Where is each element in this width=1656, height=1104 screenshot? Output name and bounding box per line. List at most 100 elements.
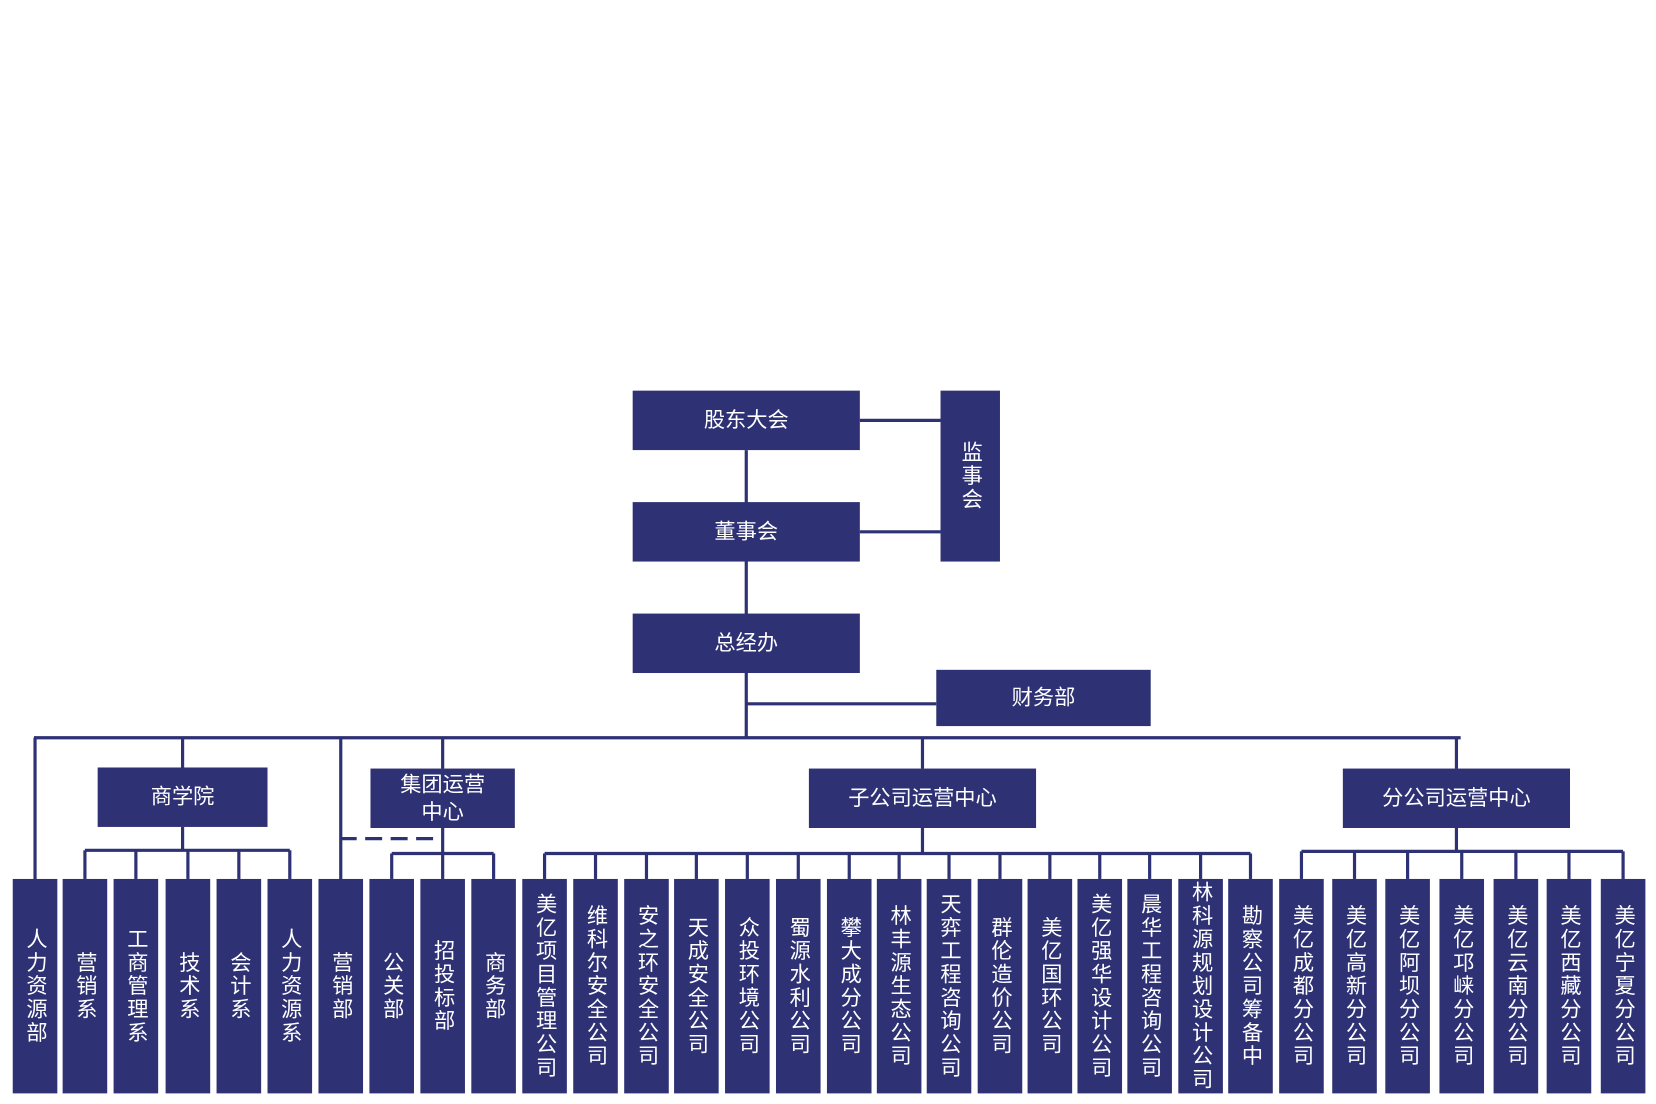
node-label: 财务部 <box>1012 685 1076 710</box>
org-node: 林丰源生态公司 <box>876 878 922 1094</box>
node-box <box>624 878 669 1094</box>
node-label: 林科源规划设计公司 <box>1188 881 1213 1092</box>
node-label: 技术系 <box>175 951 200 1021</box>
node-box <box>632 613 860 674</box>
org-node: 工商管理系 <box>113 878 159 1094</box>
node-box <box>632 502 860 562</box>
node-label: 美亿强华设计公司 <box>1087 892 1112 1079</box>
org-node: 天弈工程咨询公司 <box>926 878 972 1094</box>
node-box <box>1546 878 1592 1094</box>
node-label: 美亿阿坝分公司 <box>1395 904 1420 1068</box>
node-label: 众投环境公司 <box>735 916 760 1056</box>
node-label: 维科尔安全公司 <box>583 904 608 1068</box>
node-label: 美亿高新分公司 <box>1342 904 1367 1068</box>
node-label: 美亿邛崃分公司 <box>1449 904 1474 1068</box>
node-box <box>940 390 1000 562</box>
node-box <box>420 878 465 1094</box>
node-label: 董事会 <box>714 519 778 544</box>
org-node: 美亿高新分公司 <box>1332 878 1377 1094</box>
org-node: 晨华工程咨询公司 <box>1127 878 1172 1094</box>
org-node: 美亿西藏分公司 <box>1546 878 1592 1094</box>
node-label: 林丰源生态公司 <box>887 904 912 1068</box>
node-label: 工商管理系 <box>123 928 148 1045</box>
node-box <box>632 390 860 451</box>
node-label: 监事会 <box>958 441 983 511</box>
node-box <box>1332 878 1377 1094</box>
node-box <box>1178 878 1223 1094</box>
org-node: 勘察公司筹备中 <box>1228 878 1273 1094</box>
node-box <box>1279 878 1324 1094</box>
node-box <box>808 768 1037 828</box>
node-box <box>725 878 770 1094</box>
node-box <box>370 768 515 828</box>
org-node: 财务部 <box>936 669 1151 727</box>
org-node: 美亿强华设计公司 <box>1077 878 1123 1094</box>
node-box <box>1127 878 1172 1094</box>
node-label: 攀大成分公司 <box>837 916 862 1056</box>
org-node: 美亿云南分公司 <box>1493 878 1539 1094</box>
node-label: 天成安全公司 <box>684 916 709 1056</box>
org-node: 商学院 <box>97 767 268 827</box>
node-box <box>97 767 268 827</box>
org-node: 商务部 <box>471 878 516 1094</box>
node-label: 群伦造价公司 <box>987 916 1012 1056</box>
node-label: 美亿项目管理公司 <box>532 892 557 1079</box>
org-node: 招投标部 <box>420 878 465 1094</box>
node-box <box>369 878 414 1094</box>
node-box <box>216 878 262 1094</box>
node-box <box>62 878 108 1094</box>
org-node: 美亿成都分公司 <box>1279 878 1324 1094</box>
org-node: 监事会 <box>940 390 1000 562</box>
node-label: 商学院 <box>151 785 215 810</box>
node-box <box>1027 878 1073 1094</box>
node-label: 晨华工程咨询公司 <box>1137 893 1162 1080</box>
org-node: 美亿阿坝分公司 <box>1385 878 1430 1094</box>
node-box <box>1493 878 1539 1094</box>
org-node: 美亿宁夏分公司 <box>1600 878 1646 1094</box>
node-label: 美亿成都分公司 <box>1289 904 1314 1068</box>
node-box <box>471 878 516 1094</box>
connectors <box>33 418 1461 841</box>
node-box <box>926 878 972 1094</box>
org-node: 美亿邛崃分公司 <box>1439 878 1485 1094</box>
node-label: 分公司运营中心 <box>1382 786 1531 811</box>
node-box <box>165 878 211 1094</box>
org-node: 营销部 <box>318 878 364 1094</box>
org-node: 总经办 <box>632 613 860 674</box>
node-box <box>1385 878 1430 1094</box>
node-label: 招投标部 <box>430 939 455 1033</box>
org-node: 美亿项目管理公司 <box>522 878 567 1094</box>
node-label: 天弈工程咨询公司 <box>937 893 962 1080</box>
org-node: 安之环安全公司 <box>624 878 669 1094</box>
org-node: 天成安全公司 <box>674 878 719 1094</box>
node-box <box>977 878 1023 1094</box>
org-node: 攀大成分公司 <box>826 878 872 1094</box>
node-label: 勘察公司筹备中 <box>1238 904 1263 1068</box>
node-box <box>936 669 1151 727</box>
node-box <box>573 878 618 1094</box>
org-node: 林科源规划设计公司 <box>1178 878 1223 1094</box>
org-node: 美亿国环公司 <box>1027 878 1073 1094</box>
node-label: 美亿国环公司 <box>1037 916 1062 1056</box>
node-box <box>826 878 872 1094</box>
node-label: 营销部 <box>328 951 353 1021</box>
node-label: 子公司运营中心 <box>848 786 997 811</box>
node-box <box>1077 878 1123 1094</box>
org-node: 会计系 <box>216 878 262 1094</box>
org-node: 营销系 <box>62 878 108 1094</box>
org-node: 技术系 <box>165 878 211 1094</box>
node-label: 集团运营中心 <box>400 772 485 825</box>
org-node: 群伦造价公司 <box>977 878 1023 1094</box>
node-box <box>1439 878 1485 1094</box>
org-node: 人力资源部 <box>12 878 58 1094</box>
node-label: 会计系 <box>226 951 251 1021</box>
org-node: 董事会 <box>632 502 860 562</box>
node-box <box>1342 768 1571 828</box>
org-node: 集团运营中心 <box>370 768 515 828</box>
node-label: 蜀源水利公司 <box>786 916 811 1056</box>
node-box <box>1600 878 1646 1094</box>
node-box <box>876 878 922 1094</box>
node-label: 营销系 <box>72 951 97 1021</box>
